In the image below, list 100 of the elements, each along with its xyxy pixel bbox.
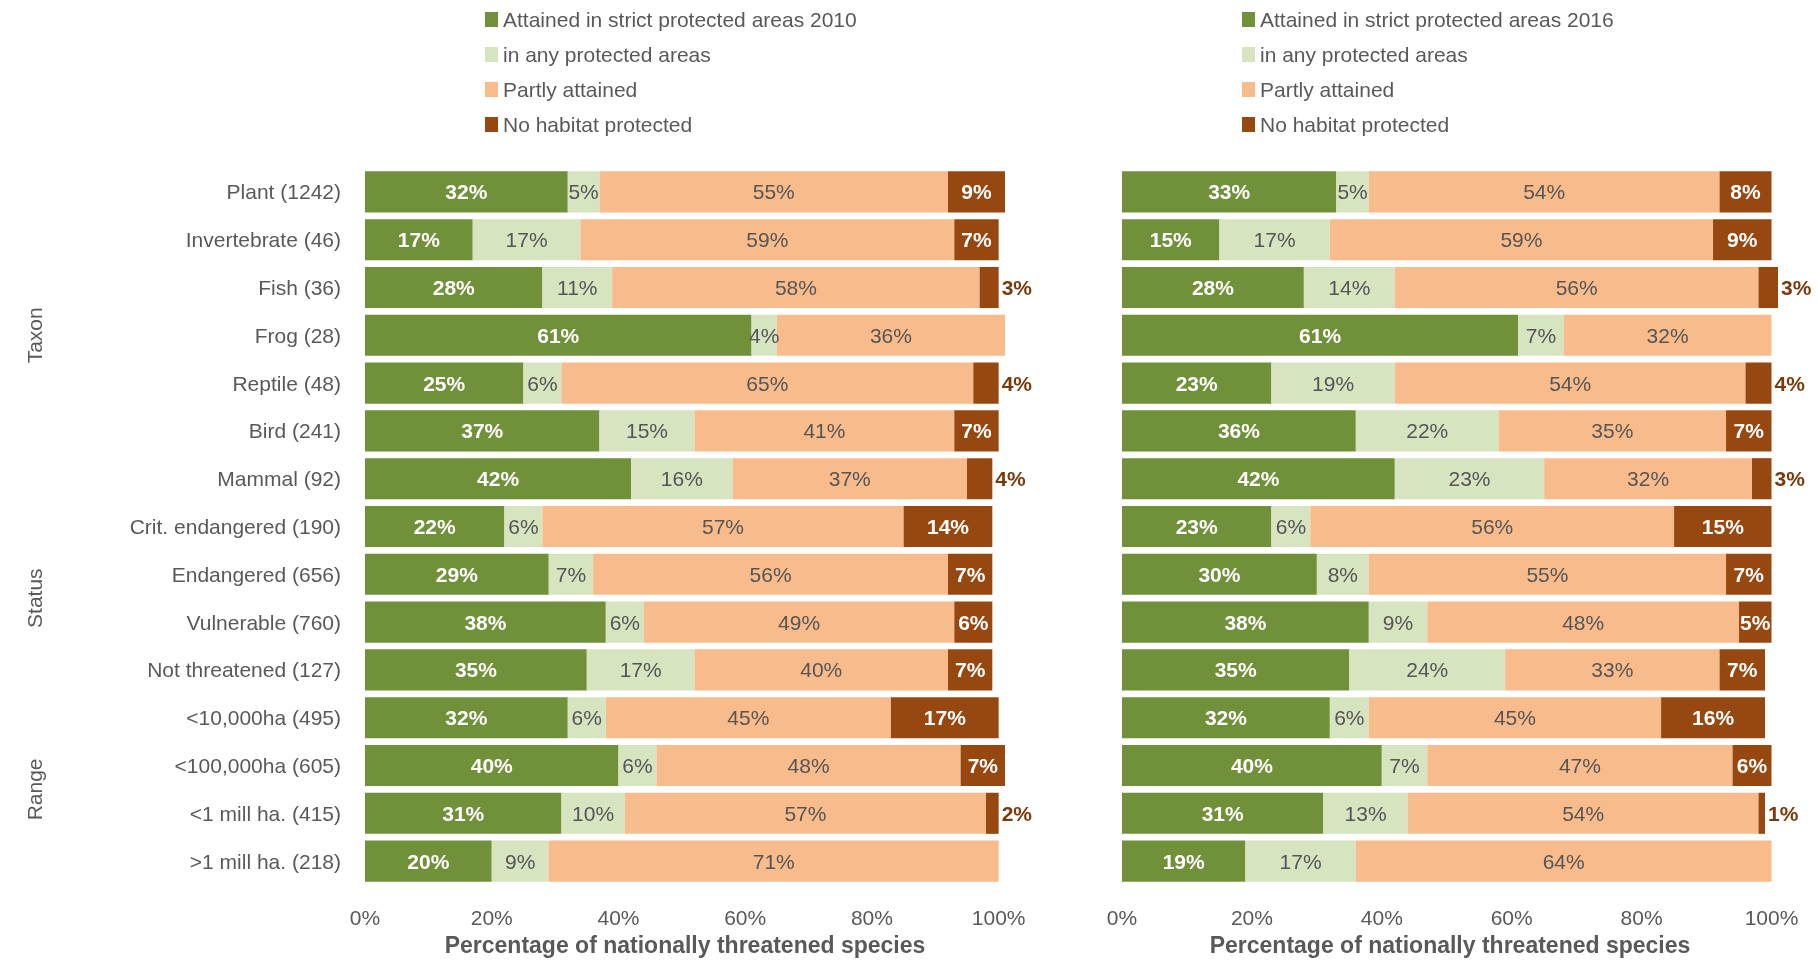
bar	[548, 840, 999, 882]
data-label: 45%	[727, 706, 770, 730]
bar	[365, 840, 492, 882]
data-label: 3%	[1774, 467, 1806, 491]
data-label: 6%	[527, 371, 558, 395]
data-label: 7%	[954, 658, 986, 682]
data-label: 6%	[1736, 754, 1768, 777]
data-label: 28%	[1191, 276, 1235, 299]
bar	[365, 410, 600, 452]
data-label: 59%	[1500, 228, 1543, 252]
data-label: 8%	[1730, 180, 1762, 204]
y-tick-label: <100,000ha (605)	[174, 754, 341, 777]
x-tick-label: 20%	[470, 906, 513, 929]
bar	[1368, 553, 1727, 595]
data-label: 14%	[1328, 276, 1371, 299]
data-label: 17%	[1279, 849, 1322, 873]
bar	[631, 458, 733, 500]
bar	[1329, 219, 1714, 261]
bar	[1394, 362, 1746, 404]
data-label: 28%	[432, 276, 476, 299]
bar	[365, 792, 562, 834]
bar	[966, 458, 993, 500]
data-label: 25%	[423, 371, 466, 395]
text: Status	[22, 568, 46, 628]
legend-label: in any protected areas	[1260, 43, 1468, 66]
data-label: 54%	[1523, 180, 1566, 204]
data-label: 17%	[505, 228, 548, 252]
bar	[1122, 505, 1272, 548]
data-label: 30%	[1198, 562, 1241, 586]
data-label: 48%	[1562, 610, 1605, 634]
x-tick-label: 60%	[1490, 906, 1533, 929]
y-tick-label: Endangered (656)	[171, 562, 341, 586]
data-label: 5%	[568, 180, 599, 204]
data-label: 23%	[1175, 515, 1219, 538]
data-label: 3%	[1001, 276, 1033, 299]
data-label: 32%	[445, 180, 488, 204]
data-label: 6%	[622, 754, 653, 777]
data-label: 1%	[1768, 801, 1799, 825]
data-label: 61%	[1299, 323, 1342, 347]
data-label: 42%	[1237, 467, 1280, 491]
bar	[1219, 219, 1330, 261]
bar	[1122, 458, 1395, 500]
data-label: 45%	[1493, 706, 1536, 730]
legend-label: Attained in strict protected areas 2010	[503, 8, 857, 31]
y-tick-label: <1 mill ha. (415)	[189, 801, 341, 825]
data-label: 5%	[1740, 610, 1771, 634]
data-label: 71%	[752, 849, 795, 873]
bar	[1310, 505, 1675, 548]
bar	[542, 266, 613, 309]
y-tick-label: Vulnerable (760)	[186, 610, 341, 634]
bar	[694, 649, 948, 691]
data-label: 40%	[1230, 754, 1274, 777]
data-label: 7%	[1733, 419, 1765, 443]
data-label: 15%	[1149, 228, 1193, 252]
data-label: 55%	[1526, 562, 1569, 586]
data-label: 58%	[774, 276, 817, 299]
bar	[586, 649, 695, 691]
bar	[1758, 266, 1778, 309]
x-tick-label: 0%	[1106, 906, 1138, 929]
data-label: 17%	[923, 706, 967, 730]
bar	[656, 744, 961, 787]
data-label: 11%	[557, 276, 598, 299]
data-label: 64%	[1542, 849, 1585, 873]
data-label: 61%	[537, 323, 580, 347]
bar	[1122, 553, 1317, 595]
bar	[1122, 410, 1356, 452]
data-label: 19%	[1162, 849, 1206, 873]
x-tick-label: 20%	[1230, 906, 1273, 929]
bar	[890, 697, 999, 739]
bar	[1661, 697, 1766, 739]
bar	[365, 697, 568, 739]
bar	[979, 266, 999, 309]
data-label: 7%	[555, 562, 587, 586]
data-label: 56%	[749, 562, 792, 586]
legend-label: No habitat protected	[1260, 113, 1450, 136]
data-label: 17%	[397, 228, 441, 252]
data-label: 57%	[784, 801, 827, 825]
bar	[1368, 697, 1662, 739]
x-tick-label: 40%	[597, 906, 640, 929]
data-label: 32%	[1204, 706, 1248, 730]
data-label: 15%	[625, 419, 668, 443]
y-tick-label: Invertebrate (46)	[185, 228, 341, 252]
data-label: 35%	[454, 658, 498, 682]
bar	[365, 505, 505, 548]
legend-label: Partly attained	[1260, 78, 1395, 101]
bar	[365, 458, 632, 500]
legend-label: in any protected areas	[503, 43, 711, 66]
data-label: 54%	[1549, 371, 1592, 395]
bar	[985, 792, 999, 834]
bar	[580, 219, 955, 261]
bar	[1303, 266, 1395, 309]
data-label: 7%	[1389, 754, 1420, 777]
data-label: 36%	[1217, 419, 1261, 443]
bar	[1518, 314, 1564, 356]
data-label: 6%	[1275, 515, 1307, 538]
data-label: 7%	[961, 228, 992, 252]
bar	[1122, 601, 1369, 643]
data-label: 9%	[505, 849, 536, 873]
data-label: 59%	[746, 228, 789, 252]
data-label: 37%	[828, 467, 871, 491]
